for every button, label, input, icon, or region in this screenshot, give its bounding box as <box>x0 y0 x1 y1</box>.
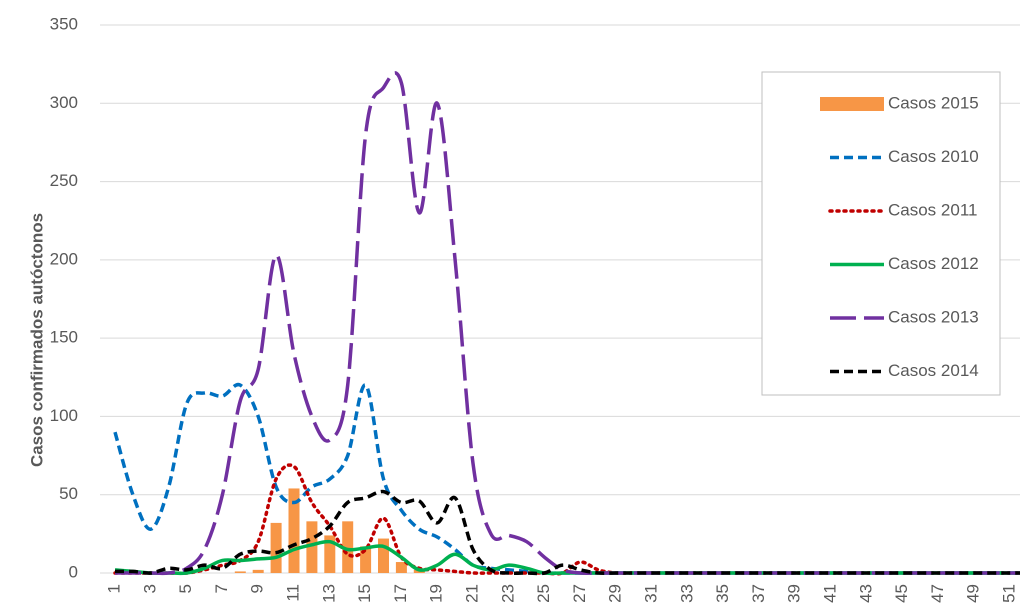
x-tick-label: 45 <box>892 584 911 603</box>
line-series <box>114 489 1020 576</box>
bar <box>306 521 318 573</box>
bar <box>252 569 264 573</box>
x-tick-label: 13 <box>319 584 338 603</box>
x-tick-label: 23 <box>498 584 517 603</box>
legend-label: Casos 2012 <box>888 254 979 273</box>
bar <box>378 538 389 573</box>
legend-label: Casos 2011 <box>888 200 977 219</box>
legend-label: Casos 2010 <box>888 147 979 166</box>
line-series <box>113 463 1020 576</box>
y-tick-label: 300 <box>50 93 78 112</box>
x-tick-label: 17 <box>391 584 410 603</box>
x-tick-label: 9 <box>248 584 267 593</box>
bar <box>324 535 336 573</box>
x-tick-label: 3 <box>140 584 159 593</box>
x-tick-label: 11 <box>283 584 302 602</box>
x-tick-label: 5 <box>176 584 195 593</box>
y-tick-label: 200 <box>50 249 78 268</box>
x-tick-label: 27 <box>570 584 589 603</box>
x-tick-label: 29 <box>606 584 625 603</box>
x-tick-label: 49 <box>964 584 983 603</box>
x-tick-label: 51 <box>999 584 1018 603</box>
line-series <box>114 539 1020 576</box>
x-tick-label: 7 <box>212 584 231 593</box>
x-tick-label: 31 <box>641 584 660 603</box>
x-tick-label: 21 <box>462 584 481 603</box>
x-tick-label: 37 <box>749 584 768 603</box>
bar <box>270 522 282 573</box>
x-tick-label: 33 <box>677 584 696 603</box>
bar <box>360 546 372 573</box>
bar <box>395 562 407 573</box>
x-tick-label: 19 <box>427 584 446 603</box>
x-tick-label: 47 <box>928 584 947 603</box>
legend-box <box>761 71 1001 396</box>
y-tick-label: 150 <box>50 328 78 347</box>
x-tick-label: 25 <box>534 584 553 603</box>
x-tick-label: 43 <box>856 584 875 603</box>
bar <box>234 571 246 573</box>
x-tick-label: 35 <box>713 584 732 603</box>
legend-label: Casos 2013 <box>888 307 979 326</box>
legend-label: Casos 2014 <box>888 361 979 380</box>
legend-swatch <box>820 97 884 111</box>
y-tick-label: 50 <box>59 484 78 503</box>
bar <box>288 488 300 573</box>
line-series <box>113 382 1020 575</box>
x-tick-label: 39 <box>785 584 804 603</box>
y-tick-label: 350 <box>50 14 78 33</box>
y-axis-title: Casos confirmados autóctonos <box>27 213 46 467</box>
y-tick-label: 0 <box>69 562 78 581</box>
line-series <box>114 71 1020 576</box>
bar <box>342 521 354 573</box>
y-tick-label: 250 <box>50 171 78 190</box>
legend-label: Casos 2015 <box>888 93 979 112</box>
y-tick-label: 100 <box>50 406 78 425</box>
x-tick-label: 41 <box>820 584 839 603</box>
x-tick-label: 15 <box>355 584 374 603</box>
x-tick-label: 1 <box>104 584 123 593</box>
